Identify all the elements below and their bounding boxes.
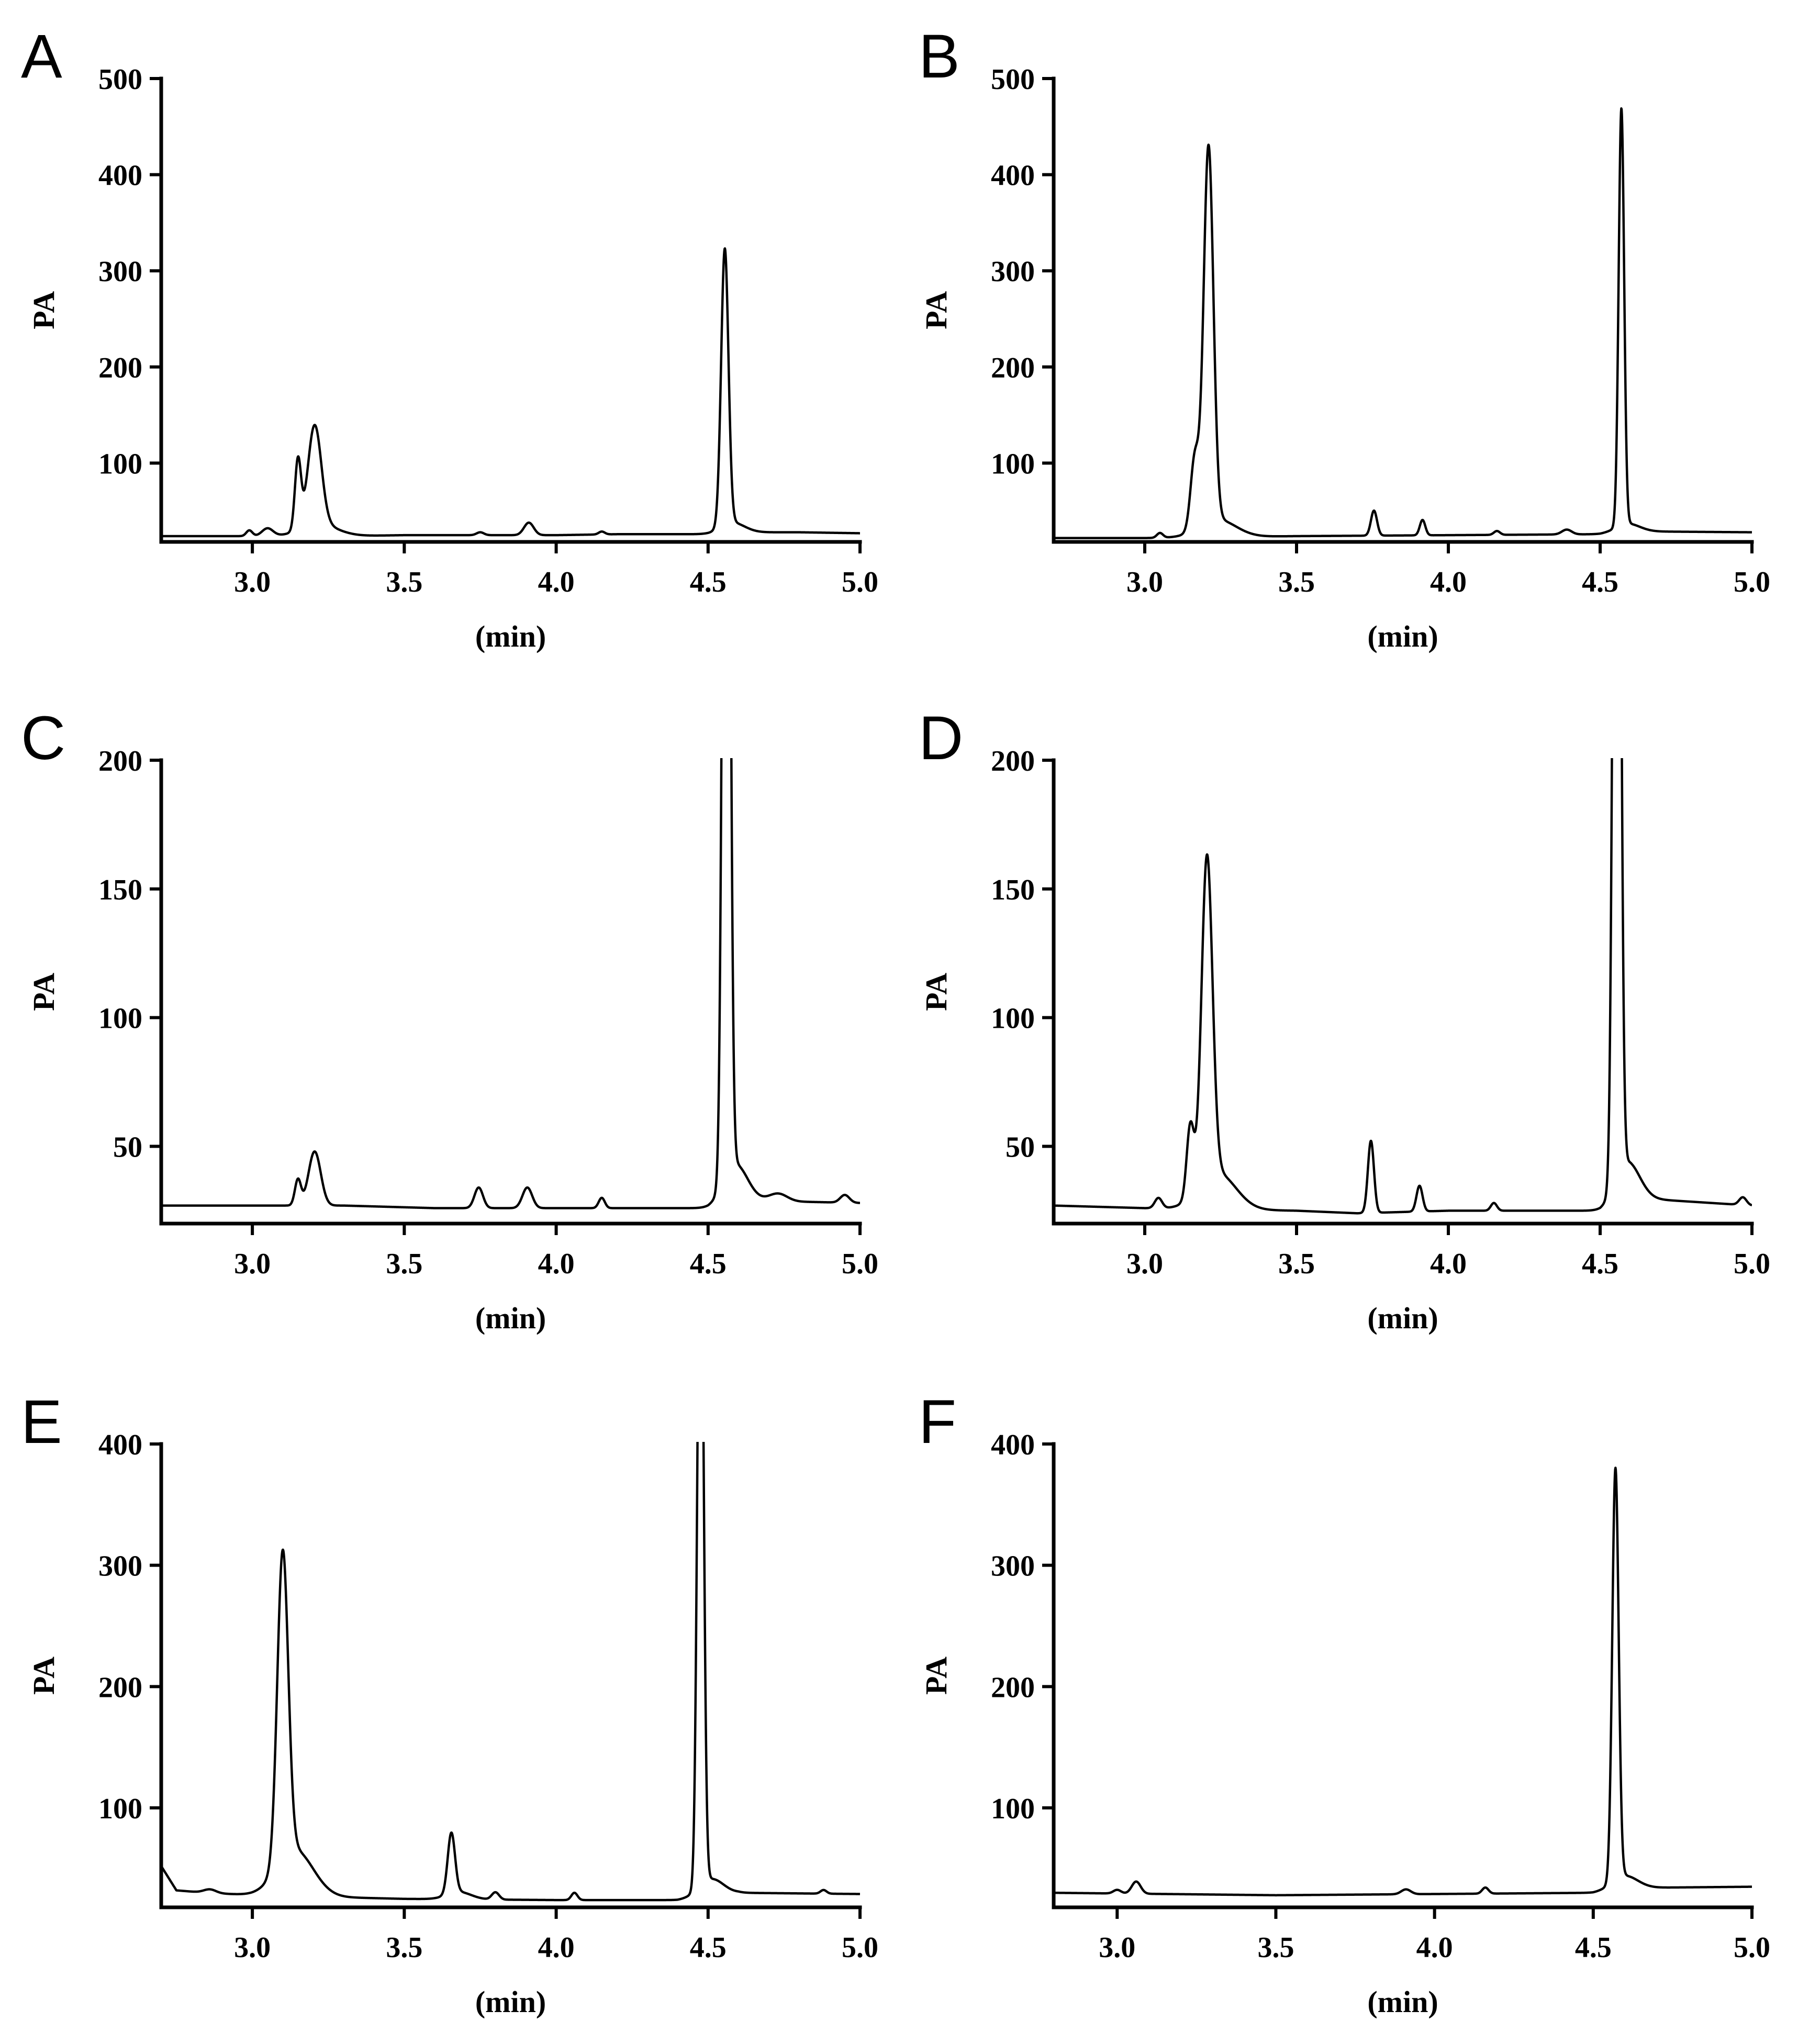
x-tick-label: 5.0 xyxy=(842,1931,878,1964)
panel-letter: D xyxy=(919,704,963,773)
x-tick-label: 3.0 xyxy=(1126,1248,1163,1280)
axes xyxy=(1052,758,1754,1226)
panel-letter: B xyxy=(919,22,960,91)
y-tick-label: 100 xyxy=(98,448,142,480)
y-tick-label: 200 xyxy=(991,745,1035,777)
y-tick-label: 400 xyxy=(98,1429,142,1461)
y-tick-label: 100 xyxy=(991,1793,1035,1825)
x-tick-label: 4.0 xyxy=(1416,1931,1453,1964)
x-tick-label: 3.5 xyxy=(1257,1931,1294,1964)
x-axis-title: (min) xyxy=(475,1301,546,1335)
x-tick-label: 3.5 xyxy=(386,566,422,598)
chromatogram-trace xyxy=(1054,107,1752,539)
axes xyxy=(159,1442,862,1909)
y-tick-label: 200 xyxy=(98,1671,142,1704)
y-tick-label: 200 xyxy=(991,352,1035,384)
x-axis-title: (min) xyxy=(1367,619,1438,653)
panel-C: C 50 100 150 200 3.0 3.5 4.0 4.5 5.0 (min) PA xyxy=(21,704,878,1335)
x-tick-label: 3.0 xyxy=(234,1248,271,1280)
y-tick-label: 500 xyxy=(991,63,1035,96)
axes xyxy=(159,76,862,544)
x-tick-label: 4.5 xyxy=(1575,1931,1612,1964)
x-tick-label: 3.5 xyxy=(1278,566,1315,598)
y-tick-label: 400 xyxy=(991,160,1035,192)
y-axis-title: PA xyxy=(919,1657,953,1695)
chromatogram-trace xyxy=(161,758,860,1209)
x-tick-label: 3.0 xyxy=(1126,566,1163,598)
y-tick-label: 100 xyxy=(991,1003,1035,1035)
x-tick-label: 4.5 xyxy=(1582,1248,1618,1280)
y-axis-title: PA xyxy=(27,1657,61,1695)
y-tick-label: 400 xyxy=(991,1429,1035,1461)
panel-F: F 100 200 300 400 3.0 3.5 4.0 4.5 5.0 (min) PA xyxy=(919,1387,1770,2019)
panel-letter: C xyxy=(21,704,65,773)
x-tick-label: 5.0 xyxy=(842,1248,878,1280)
x-axis-title: (min) xyxy=(475,1985,546,2019)
panel-letter: F xyxy=(919,1387,956,1457)
x-tick-label: 3.0 xyxy=(1099,1931,1135,1964)
panel-D: D 50 100 150 200 3.0 3.5 4.0 4.5 5.0 (min) PA xyxy=(919,704,1770,1335)
x-tick-label: 3.0 xyxy=(234,1931,271,1964)
x-tick-label: 4.5 xyxy=(690,566,727,598)
x-tick-label: 4.5 xyxy=(690,1931,727,1964)
axes xyxy=(1052,76,1754,544)
chromatogram-trace xyxy=(161,247,860,538)
y-tick-label: 300 xyxy=(98,256,142,288)
x-tick-label: 3.5 xyxy=(386,1248,422,1280)
y-tick-label: 200 xyxy=(991,1671,1035,1704)
x-tick-label: 5.0 xyxy=(1734,566,1770,598)
chromatogram-trace xyxy=(1054,758,1752,1215)
x-tick-label: 3.0 xyxy=(234,566,271,598)
panel-B: B 100 200 300 400 500 3.0 3.5 4.0 4.5 5.0 (min) PA xyxy=(919,22,1770,653)
y-axis-title: PA xyxy=(27,973,61,1011)
y-tick-label: 200 xyxy=(98,745,142,777)
panel-letter: E xyxy=(21,1387,62,1457)
x-tick-label: 4.0 xyxy=(538,566,575,598)
panel-letter: A xyxy=(21,22,62,91)
chromatogram-trace xyxy=(1054,1467,1752,1897)
y-tick-label: 300 xyxy=(991,256,1035,288)
x-tick-label: 3.5 xyxy=(386,1931,422,1964)
x-tick-label: 5.0 xyxy=(1734,1248,1770,1280)
x-axis-title: (min) xyxy=(475,619,546,653)
x-tick-label: 5.0 xyxy=(1734,1931,1770,1964)
x-tick-label: 5.0 xyxy=(842,566,878,598)
x-tick-label: 3.5 xyxy=(1278,1248,1315,1280)
y-tick-label: 500 xyxy=(98,63,142,96)
panel-E: E 100 200 300 400 3.0 3.5 4.0 4.5 5.0 (min) PA xyxy=(21,1387,878,2019)
panel-A: A 100 200 300 400 500 3.0 3.5 4.0 4.5 5.0 (min) PA xyxy=(21,22,878,653)
x-tick-label: 4.0 xyxy=(1430,1248,1467,1280)
x-tick-label: 4.5 xyxy=(1582,566,1618,598)
y-tick-label: 200 xyxy=(98,352,142,384)
x-tick-label: 4.0 xyxy=(538,1931,575,1964)
x-tick-label: 4.0 xyxy=(1430,566,1467,598)
y-tick-label: 100 xyxy=(98,1793,142,1825)
x-axis-title: (min) xyxy=(1367,1985,1438,2019)
y-tick-label: 300 xyxy=(991,1550,1035,1583)
y-tick-label: 50 xyxy=(1006,1131,1035,1164)
axes xyxy=(1052,1442,1754,1909)
y-axis-title: PA xyxy=(27,291,61,329)
chromatogram-trace xyxy=(161,1442,860,1902)
y-tick-label: 150 xyxy=(991,874,1035,906)
x-tick-label: 4.0 xyxy=(538,1248,575,1280)
y-tick-label: 50 xyxy=(113,1131,142,1164)
y-tick-label: 400 xyxy=(98,160,142,192)
y-tick-label: 100 xyxy=(991,448,1035,480)
x-axis-title: (min) xyxy=(1367,1301,1438,1335)
x-tick-label: 4.5 xyxy=(690,1248,727,1280)
y-tick-label: 300 xyxy=(98,1550,142,1583)
y-tick-label: 100 xyxy=(98,1003,142,1035)
y-axis-title: PA xyxy=(919,291,953,329)
y-axis-title: PA xyxy=(919,973,953,1011)
axes xyxy=(159,758,862,1226)
y-tick-label: 150 xyxy=(98,874,142,906)
